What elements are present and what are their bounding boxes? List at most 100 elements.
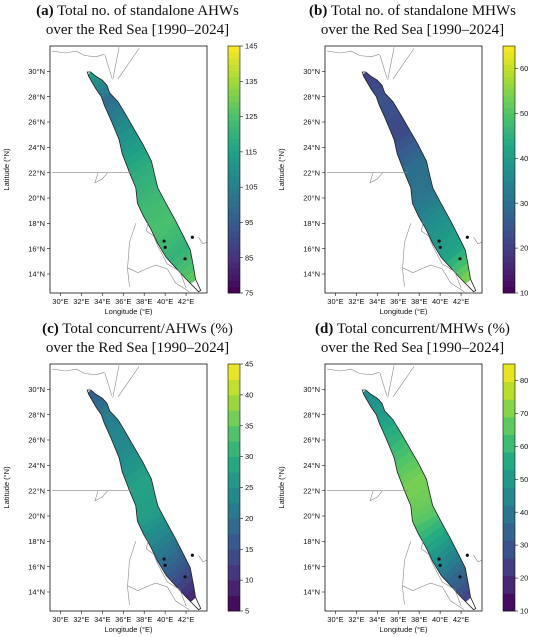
colorbar-tick-label: 35 — [245, 421, 253, 430]
panel: (a) Total no. of standalone AHWs over th… — [0, 0, 275, 318]
country-border — [145, 220, 187, 289]
colorbar-segment — [228, 425, 240, 442]
y-tick-label: 30°N — [303, 385, 320, 394]
y-tick-label: 24°N — [303, 461, 320, 470]
colorbar-segment — [503, 138, 515, 146]
x-tick-label: 32°E — [348, 297, 364, 306]
colorbar-segment — [228, 58, 240, 65]
y-tick-label: 22°N — [28, 486, 45, 495]
colorbar-segment — [228, 472, 240, 488]
title-line2: over the Red Sea [1990–2024] — [45, 340, 230, 356]
y-tick-label: 14°N — [28, 588, 45, 597]
map-plot: 30°E 32°E 34°E 36°E 38°E 40°E 42°E 14°N 16°N 18°N… — [2, 42, 258, 316]
colorbar-segment — [228, 144, 240, 152]
y-tick-label: 16°N — [303, 244, 320, 253]
country-border — [145, 538, 187, 607]
x-tick-label: 40°E — [157, 615, 173, 624]
y-tick-label: 18°N — [303, 537, 320, 546]
colorbar-segment — [503, 225, 515, 232]
colorbar-segment — [503, 95, 515, 102]
colorbar-tick-label: 15 — [245, 545, 253, 554]
colorbar-segment — [228, 379, 240, 396]
panel-title: (a) Total no. of standalone AHWs over th… — [0, 2, 275, 40]
colorbar-segment — [503, 169, 515, 177]
colorbar-segment — [228, 249, 240, 257]
x-tick-label: 42°E — [178, 615, 194, 624]
colorbar-segment — [503, 70, 515, 78]
colorbar-tick-label: 20 — [520, 574, 528, 583]
country-border — [420, 538, 462, 607]
island-marker — [183, 575, 187, 579]
heatmap-cell — [362, 72, 392, 98]
country-border — [198, 237, 208, 244]
colorbar-segment — [228, 243, 240, 251]
x-tick-label: 32°E — [73, 297, 89, 306]
colorbar-segment — [503, 522, 515, 541]
colorbar-segment — [228, 107, 240, 115]
y-tick-label: 28°N — [303, 410, 320, 419]
colorbar-segment — [503, 286, 515, 294]
plot-frame — [49, 363, 208, 612]
colorbar-segment — [228, 268, 240, 275]
x-tick-label: 34°E — [369, 297, 385, 306]
colorbar-segment — [503, 120, 515, 127]
colorbar-segment — [503, 175, 515, 183]
panel-title: (c) Total concurrent/AHWs (%) over the R… — [0, 320, 275, 358]
colorbar-tick-label: 30 — [520, 541, 528, 550]
colorbar-segment — [503, 540, 515, 559]
x-tick-label: 34°E — [94, 297, 110, 306]
y-tick-label: 22°N — [28, 168, 45, 177]
colorbar-tick-label: 10 — [520, 607, 528, 616]
x-tick-label: 36°E — [115, 297, 131, 306]
country-border — [112, 365, 120, 398]
country-border — [369, 172, 383, 184]
country-border — [127, 582, 190, 610]
colorbar-segment — [228, 364, 240, 380]
country-border — [198, 555, 208, 562]
colorbar-segment — [228, 456, 240, 473]
colorbar-segment — [503, 212, 515, 220]
island-marker — [437, 557, 441, 561]
y-tick-label: 18°N — [28, 219, 45, 228]
colorbar-segment — [503, 255, 515, 263]
colorbar-segment — [228, 89, 240, 96]
colorbar-segment — [503, 218, 515, 226]
colorbar-segment — [228, 502, 240, 519]
title-line2: over the Red Sea [1990–2024] — [45, 22, 230, 38]
x-tick-label: 36°E — [115, 615, 131, 624]
x-tick-label: 42°E — [453, 297, 469, 306]
country-border — [420, 220, 462, 289]
panel-title: (b) Total no. of standalone MHWs over th… — [275, 2, 550, 40]
colorbar-segment — [228, 410, 240, 427]
colorbar-segment — [503, 206, 515, 214]
island-marker — [458, 257, 462, 261]
colorbar-tick-label: 40 — [520, 154, 528, 163]
colorbar-segment — [228, 286, 240, 294]
colorbar-tick-label: 45 — [245, 360, 253, 369]
country-border — [104, 54, 113, 78]
colorbar-tick-label: 20 — [520, 244, 528, 253]
x-tick-label: 30°E — [52, 615, 68, 624]
island-marker — [162, 239, 166, 243]
colorbar-segment — [228, 206, 240, 214]
y-tick-label: 14°N — [303, 588, 320, 597]
colorbar-segment — [503, 157, 515, 164]
y-tick-label: 22°N — [303, 168, 320, 177]
y-tick-label: 28°N — [28, 410, 45, 419]
colorbar-tick-label: 60 — [520, 442, 528, 451]
colorbar-segment — [228, 76, 240, 84]
colorbar-tick-label: 85 — [245, 253, 253, 262]
colorbar-segment — [503, 364, 515, 383]
colorbar-frame — [502, 363, 516, 612]
panel: (d) Total concurrent/MHWs (%) over the R… — [275, 318, 550, 636]
country-border — [392, 366, 415, 398]
island-marker — [163, 245, 167, 249]
panel: (b) Total no. of standalone MHWs over th… — [275, 0, 550, 318]
y-tick-label: 20°N — [28, 512, 45, 521]
x-tick-label: 42°E — [178, 297, 194, 306]
island-marker — [190, 235, 194, 239]
colorbar-segment — [503, 280, 515, 288]
colorbar-segment — [503, 381, 515, 400]
panel-letter: (c) — [42, 321, 59, 337]
colorbar-segment — [228, 70, 240, 78]
